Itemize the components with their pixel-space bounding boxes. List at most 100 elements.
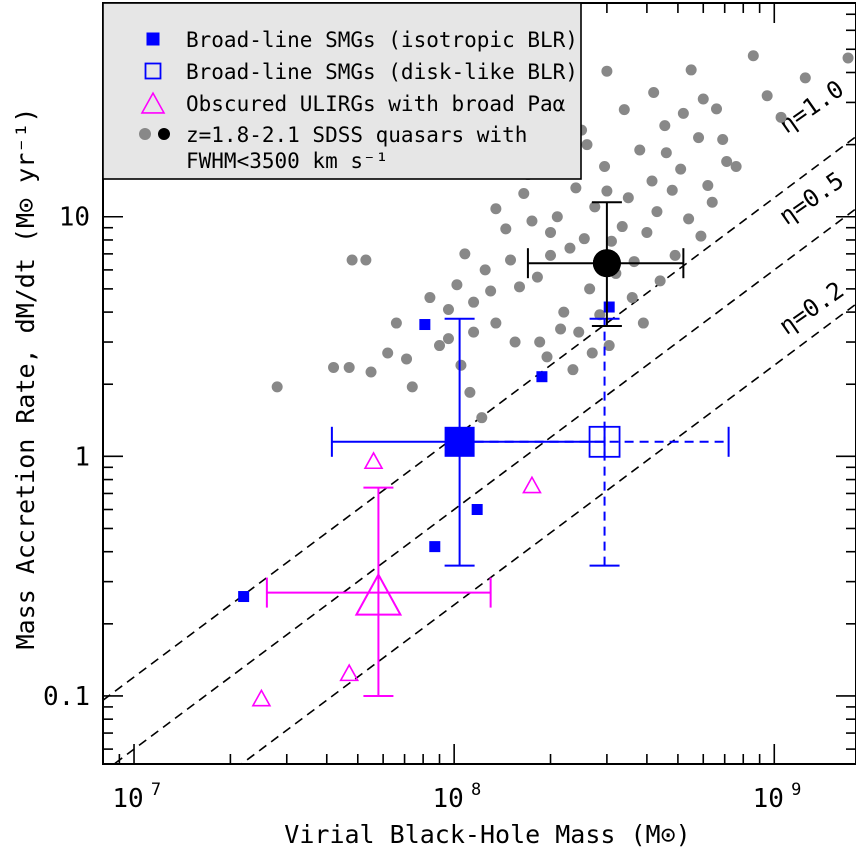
point-3-36 — [589, 201, 601, 213]
point-3-56 — [730, 161, 742, 173]
point-3-57 — [685, 64, 697, 76]
y-tick-label-0: 0.1 — [43, 682, 90, 712]
point-3-75 — [618, 104, 630, 116]
point-2-1 — [339, 663, 360, 682]
point-2-0 — [251, 688, 272, 707]
point-3-85 — [601, 185, 613, 197]
x-tick-label-exp-0: 7 — [151, 780, 161, 800]
point-0-2 — [429, 541, 441, 553]
y-tick-label-1: 1 — [74, 442, 90, 472]
point-3-67 — [626, 292, 638, 304]
ulirg-mean-marker — [354, 572, 403, 616]
point-3-51 — [683, 213, 695, 225]
point-3-47 — [651, 206, 663, 218]
legend-label-3: z=1.8-2.1 SDSS quasars with — [186, 123, 527, 147]
point-3-71 — [555, 323, 567, 335]
point-3-88 — [485, 285, 497, 297]
point-3-26 — [531, 271, 543, 283]
y-tick-label-2: 10 — [59, 203, 90, 233]
efficiency-lines: η=1.0 η=0.5 η=0.2 — [103, 75, 856, 764]
point-3-35 — [584, 283, 596, 295]
point-3-61 — [775, 111, 787, 123]
point-3-32 — [570, 182, 582, 194]
point-3-23 — [518, 188, 530, 200]
point-3-34 — [578, 233, 590, 245]
point-3-49 — [666, 184, 678, 196]
point-3-20 — [490, 317, 502, 329]
point-3-6 — [382, 347, 394, 359]
point-3-82 — [695, 230, 707, 242]
point-3-69 — [654, 275, 666, 287]
disk-mean — [458, 317, 730, 567]
point-3-22 — [509, 336, 521, 348]
point-3-42 — [622, 192, 634, 204]
point-3-58 — [601, 65, 613, 77]
point-3-50 — [675, 163, 687, 175]
point-3-84 — [660, 147, 672, 159]
point-3-0 — [271, 381, 283, 393]
legend-marker-1 — [144, 62, 162, 80]
point-3-45 — [641, 226, 653, 238]
point-3-4 — [343, 361, 355, 373]
point-3-79 — [603, 340, 615, 352]
eta-label-1: η=0.5 — [774, 166, 849, 230]
point-3-91 — [534, 336, 546, 348]
point-3-33 — [573, 326, 585, 338]
point-0-4 — [536, 371, 548, 383]
point-3-72 — [490, 203, 502, 215]
point-3-17 — [459, 248, 471, 260]
point-3-77 — [677, 107, 689, 119]
point-3-87 — [505, 254, 517, 266]
point-0-1 — [419, 319, 431, 331]
point-3-30 — [558, 306, 570, 318]
point-0-5 — [603, 301, 615, 313]
point-3-3 — [328, 361, 340, 373]
y-axis-title: Mass Accretion Rate, dM/dt (M⊙ yr⁻¹) — [11, 108, 40, 650]
point-3-44 — [634, 144, 646, 156]
point-3-9 — [406, 381, 418, 393]
point-3-53 — [702, 180, 714, 192]
x-tick-label-exp-1: 8 — [471, 780, 481, 800]
point-3-7 — [390, 317, 402, 329]
point-3-38 — [599, 161, 611, 173]
legend-marker-2 — [140, 91, 166, 114]
point-3-12 — [442, 333, 454, 345]
point-3-60 — [761, 90, 773, 102]
point-3-27 — [541, 351, 553, 363]
point-3-37 — [594, 309, 606, 321]
point-3-5 — [365, 366, 377, 378]
eta-label-0: η=1.0 — [774, 75, 849, 139]
legend-label-2: Obscured ULIRGs with broad Paα — [186, 92, 566, 116]
point-3-59 — [747, 50, 759, 62]
point-3-41 — [616, 221, 628, 233]
point-3-52 — [693, 132, 705, 144]
legend-marker-0 — [146, 32, 160, 46]
point-3-90 — [442, 304, 454, 316]
point-3-11 — [434, 340, 446, 352]
legend-label-3-line2: FWHM<3500 km s⁻¹ — [186, 149, 388, 173]
point-3-80 — [586, 347, 598, 359]
point-3-28 — [545, 249, 557, 261]
quasar-mean — [526, 201, 685, 327]
mean-points — [265, 201, 730, 697]
x-axis-title: Virial Black-Hole Mass (M⊙) — [284, 820, 690, 849]
point-3-19 — [479, 264, 491, 276]
x-tick-label-1: 10 — [432, 784, 463, 814]
point-3-64 — [717, 134, 729, 146]
point-3-55 — [721, 156, 733, 168]
axis-labels: 10 7 10 8 10 9 0.1 1 10 Virial Black-Hole Mass (M… — [11, 108, 801, 849]
point-3-86 — [545, 226, 557, 238]
point-3-2 — [360, 254, 372, 266]
point-3-39 — [605, 235, 617, 247]
point-3-54 — [711, 103, 723, 115]
point-3-48 — [659, 120, 671, 132]
legend: Broad-line SMGs (isotropic BLR) Broad-lin… — [102, 2, 582, 180]
point-3-18 — [468, 296, 480, 308]
quasar-mean-marker — [592, 249, 621, 278]
legend-marker-3 — [139, 128, 151, 140]
point-3-8 — [401, 353, 413, 365]
point-3-62 — [799, 72, 811, 84]
point-3-65 — [581, 139, 593, 151]
eta-label-2: η=0.2 — [774, 276, 849, 340]
